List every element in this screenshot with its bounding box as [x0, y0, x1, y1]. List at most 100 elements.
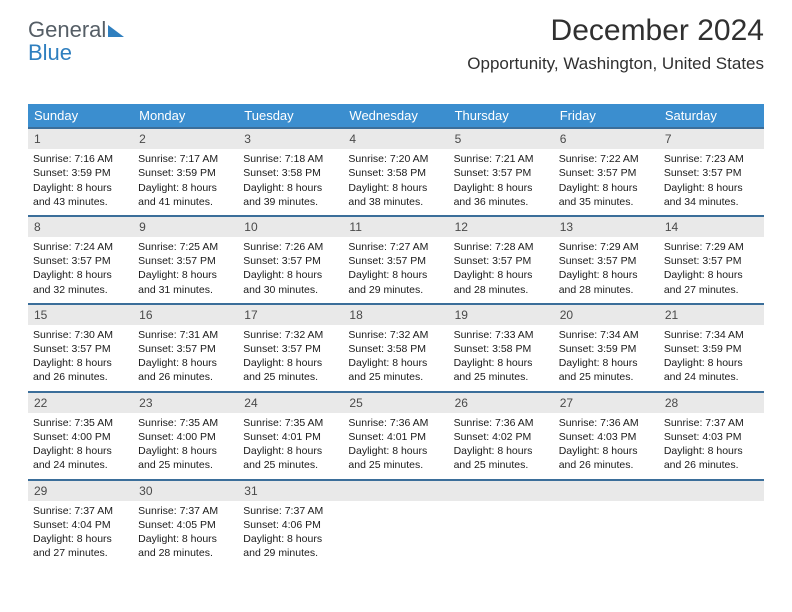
- daylight-text: Daylight: 8 hours and 34 minutes.: [664, 181, 759, 209]
- day-number: 14: [659, 217, 764, 237]
- sunset-text: Sunset: 3:58 PM: [454, 342, 549, 356]
- day-number: 3: [238, 129, 343, 149]
- day-cell: 27Sunrise: 7:36 AMSunset: 4:03 PMDayligh…: [554, 393, 659, 479]
- sunrise-text: Sunrise: 7:24 AM: [33, 240, 128, 254]
- daylight-text: Daylight: 8 hours and 31 minutes.: [138, 268, 233, 296]
- daylight-text: Daylight: 8 hours and 25 minutes.: [454, 444, 549, 472]
- sunrise-text: Sunrise: 7:33 AM: [454, 328, 549, 342]
- sunset-text: Sunset: 3:57 PM: [138, 342, 233, 356]
- day-cell: 13Sunrise: 7:29 AMSunset: 3:57 PMDayligh…: [554, 217, 659, 303]
- day-number: 30: [133, 481, 238, 501]
- day-cell: 23Sunrise: 7:35 AMSunset: 4:00 PMDayligh…: [133, 393, 238, 479]
- day-number: 17: [238, 305, 343, 325]
- sunset-text: Sunset: 3:59 PM: [664, 342, 759, 356]
- day-body: Sunrise: 7:37 AMSunset: 4:04 PMDaylight:…: [28, 501, 133, 567]
- day-number: 10: [238, 217, 343, 237]
- month-title: December 2024: [467, 14, 764, 48]
- sunrise-text: Sunrise: 7:16 AM: [33, 152, 128, 166]
- sunset-text: Sunset: 4:00 PM: [33, 430, 128, 444]
- day-cell: 18Sunrise: 7:32 AMSunset: 3:58 PMDayligh…: [343, 305, 448, 391]
- day-cell: 15Sunrise: 7:30 AMSunset: 3:57 PMDayligh…: [28, 305, 133, 391]
- day-number: 16: [133, 305, 238, 325]
- sunset-text: Sunset: 3:57 PM: [664, 166, 759, 180]
- sunrise-text: Sunrise: 7:21 AM: [454, 152, 549, 166]
- day-number: 18: [343, 305, 448, 325]
- day-body: Sunrise: 7:37 AMSunset: 4:06 PMDaylight:…: [238, 501, 343, 567]
- day-body: Sunrise: 7:18 AMSunset: 3:58 PMDaylight:…: [238, 149, 343, 215]
- day-body: [343, 501, 448, 510]
- daylight-text: Daylight: 8 hours and 43 minutes.: [33, 181, 128, 209]
- location-text: Opportunity, Washington, United States: [467, 54, 764, 74]
- day-cell: 10Sunrise: 7:26 AMSunset: 3:57 PMDayligh…: [238, 217, 343, 303]
- sunset-text: Sunset: 4:04 PM: [33, 518, 128, 532]
- sunset-text: Sunset: 3:57 PM: [243, 254, 338, 268]
- day-number: 28: [659, 393, 764, 413]
- weekday-header: Friday: [554, 104, 659, 127]
- sunrise-text: Sunrise: 7:35 AM: [243, 416, 338, 430]
- day-number: 4: [343, 129, 448, 149]
- sunrise-text: Sunrise: 7:22 AM: [559, 152, 654, 166]
- sunrise-text: Sunrise: 7:37 AM: [243, 504, 338, 518]
- day-number: 15: [28, 305, 133, 325]
- day-body: Sunrise: 7:33 AMSunset: 3:58 PMDaylight:…: [449, 325, 554, 391]
- day-cell: 25Sunrise: 7:36 AMSunset: 4:01 PMDayligh…: [343, 393, 448, 479]
- sunset-text: Sunset: 4:06 PM: [243, 518, 338, 532]
- day-cell: 3Sunrise: 7:18 AMSunset: 3:58 PMDaylight…: [238, 129, 343, 215]
- day-body: Sunrise: 7:23 AMSunset: 3:57 PMDaylight:…: [659, 149, 764, 215]
- day-body: Sunrise: 7:27 AMSunset: 3:57 PMDaylight:…: [343, 237, 448, 303]
- day-cell: 11Sunrise: 7:27 AMSunset: 3:57 PMDayligh…: [343, 217, 448, 303]
- daylight-text: Daylight: 8 hours and 25 minutes.: [348, 356, 443, 384]
- brand-part2: Blue: [28, 40, 72, 65]
- day-cell: 31Sunrise: 7:37 AMSunset: 4:06 PMDayligh…: [238, 481, 343, 567]
- weeks-container: 1Sunrise: 7:16 AMSunset: 3:59 PMDaylight…: [28, 127, 764, 566]
- weekday-header: Wednesday: [343, 104, 448, 127]
- sunrise-text: Sunrise: 7:34 AM: [664, 328, 759, 342]
- sunset-text: Sunset: 3:58 PM: [243, 166, 338, 180]
- sunset-text: Sunset: 3:58 PM: [348, 342, 443, 356]
- day-cell: 16Sunrise: 7:31 AMSunset: 3:57 PMDayligh…: [133, 305, 238, 391]
- day-body: Sunrise: 7:32 AMSunset: 3:58 PMDaylight:…: [343, 325, 448, 391]
- day-cell: 8Sunrise: 7:24 AMSunset: 3:57 PMDaylight…: [28, 217, 133, 303]
- sunset-text: Sunset: 4:03 PM: [664, 430, 759, 444]
- day-cell: 22Sunrise: 7:35 AMSunset: 4:00 PMDayligh…: [28, 393, 133, 479]
- daylight-text: Daylight: 8 hours and 35 minutes.: [559, 181, 654, 209]
- sunset-text: Sunset: 4:00 PM: [138, 430, 233, 444]
- day-cell: [449, 481, 554, 567]
- daylight-text: Daylight: 8 hours and 26 minutes.: [138, 356, 233, 384]
- day-cell: 9Sunrise: 7:25 AMSunset: 3:57 PMDaylight…: [133, 217, 238, 303]
- daylight-text: Daylight: 8 hours and 27 minutes.: [33, 532, 128, 560]
- day-number: 20: [554, 305, 659, 325]
- day-body: Sunrise: 7:31 AMSunset: 3:57 PMDaylight:…: [133, 325, 238, 391]
- brand-part1: General: [28, 17, 106, 42]
- day-number: 11: [343, 217, 448, 237]
- sunset-text: Sunset: 3:59 PM: [559, 342, 654, 356]
- day-body: Sunrise: 7:32 AMSunset: 3:57 PMDaylight:…: [238, 325, 343, 391]
- day-body: [659, 501, 764, 510]
- daylight-text: Daylight: 8 hours and 28 minutes.: [454, 268, 549, 296]
- day-number: 22: [28, 393, 133, 413]
- week-row: 22Sunrise: 7:35 AMSunset: 4:00 PMDayligh…: [28, 391, 764, 479]
- day-cell: [554, 481, 659, 567]
- sunrise-text: Sunrise: 7:35 AM: [138, 416, 233, 430]
- daylight-text: Daylight: 8 hours and 29 minutes.: [243, 532, 338, 560]
- sunrise-text: Sunrise: 7:36 AM: [454, 416, 549, 430]
- logo-triangle-icon: [108, 25, 124, 37]
- day-body: Sunrise: 7:30 AMSunset: 3:57 PMDaylight:…: [28, 325, 133, 391]
- day-body: Sunrise: 7:22 AMSunset: 3:57 PMDaylight:…: [554, 149, 659, 215]
- day-number: 6: [554, 129, 659, 149]
- day-cell: 24Sunrise: 7:35 AMSunset: 4:01 PMDayligh…: [238, 393, 343, 479]
- sunrise-text: Sunrise: 7:27 AM: [348, 240, 443, 254]
- daylight-text: Daylight: 8 hours and 39 minutes.: [243, 181, 338, 209]
- day-number: 9: [133, 217, 238, 237]
- day-cell: [659, 481, 764, 567]
- weekday-header: Monday: [133, 104, 238, 127]
- day-cell: 17Sunrise: 7:32 AMSunset: 3:57 PMDayligh…: [238, 305, 343, 391]
- sunset-text: Sunset: 3:57 PM: [559, 254, 654, 268]
- sunset-text: Sunset: 3:59 PM: [33, 166, 128, 180]
- daylight-text: Daylight: 8 hours and 28 minutes.: [138, 532, 233, 560]
- day-number: [449, 481, 554, 501]
- daylight-text: Daylight: 8 hours and 25 minutes.: [243, 444, 338, 472]
- sunrise-text: Sunrise: 7:18 AM: [243, 152, 338, 166]
- day-number: 2: [133, 129, 238, 149]
- daylight-text: Daylight: 8 hours and 28 minutes.: [559, 268, 654, 296]
